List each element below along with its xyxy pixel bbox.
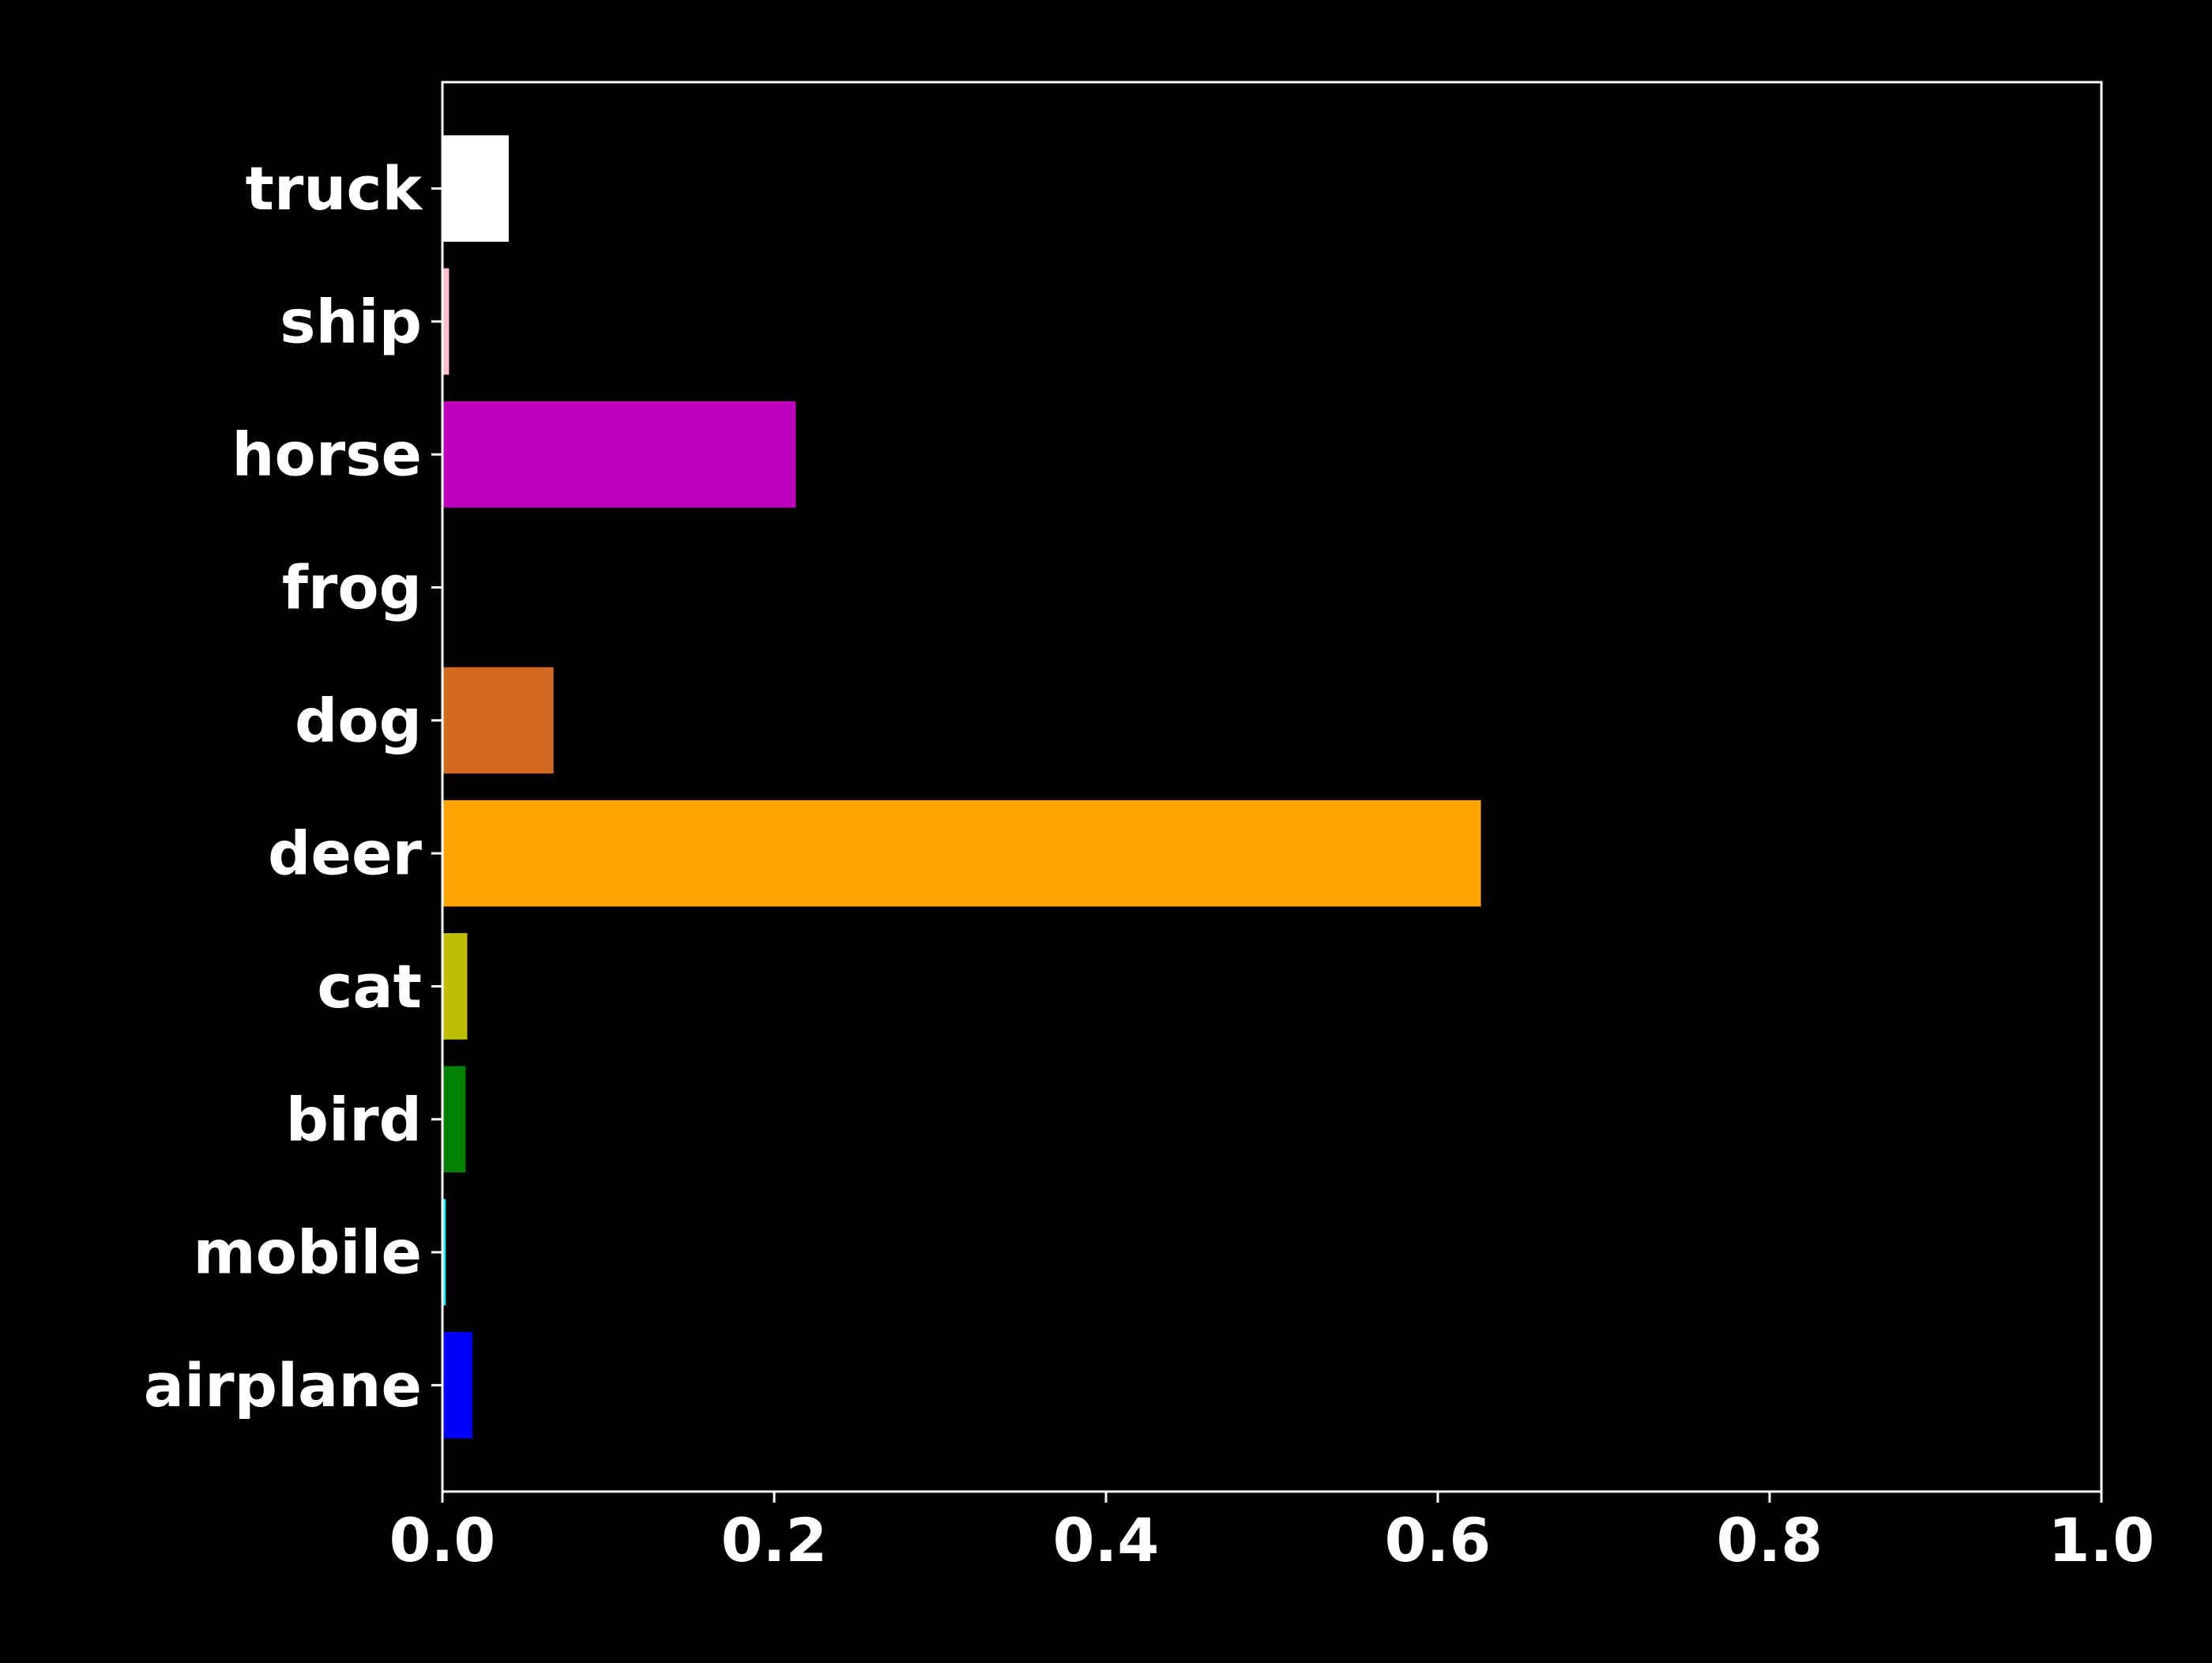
- y-tick-label-dog: dog: [295, 685, 422, 755]
- y-tick-label-ship: ship: [280, 286, 422, 356]
- y-axis-ticks: airplane mobile bird cat deer dog frog horse shi…: [144, 153, 442, 1420]
- y-tick-label-cat: cat: [317, 951, 422, 1022]
- bar-truck: [442, 135, 509, 242]
- x-axis-ticks: 0.0 0.2 0.4 0.6 0.8 1.0: [389, 1492, 2155, 1575]
- y-tick-label-airplane: airplane: [144, 1350, 422, 1420]
- y-tick-label-frog: frog: [282, 552, 422, 623]
- bar-bird: [442, 1066, 466, 1173]
- x-tick-label-1: 0.2: [721, 1505, 828, 1575]
- bar-deer: [442, 800, 1481, 907]
- y-tick-label-mobile: mobile: [194, 1217, 422, 1288]
- y-tick-label-horse: horse: [231, 420, 422, 490]
- y-tick-label-deer: deer: [268, 818, 422, 889]
- x-tick-label-3: 0.6: [1385, 1505, 1492, 1575]
- x-tick-label-0: 0.0: [389, 1505, 496, 1575]
- bar-cat: [442, 933, 468, 1040]
- bar-horse: [442, 401, 796, 508]
- bar-airplane: [442, 1332, 472, 1439]
- bar-ship: [442, 268, 450, 375]
- y-tick-label-truck: truck: [245, 153, 423, 224]
- x-tick-label-4: 0.8: [1717, 1505, 1823, 1575]
- bar-dog: [442, 667, 554, 774]
- x-tick-label-2: 0.4: [1053, 1505, 1160, 1575]
- bars-layer: [442, 135, 1481, 1439]
- plot-frame: [441, 81, 2103, 1493]
- x-tick-label-5: 1.0: [2048, 1505, 2155, 1575]
- y-tick-label-bird: bird: [286, 1084, 422, 1154]
- bar-mobile: [442, 1198, 446, 1306]
